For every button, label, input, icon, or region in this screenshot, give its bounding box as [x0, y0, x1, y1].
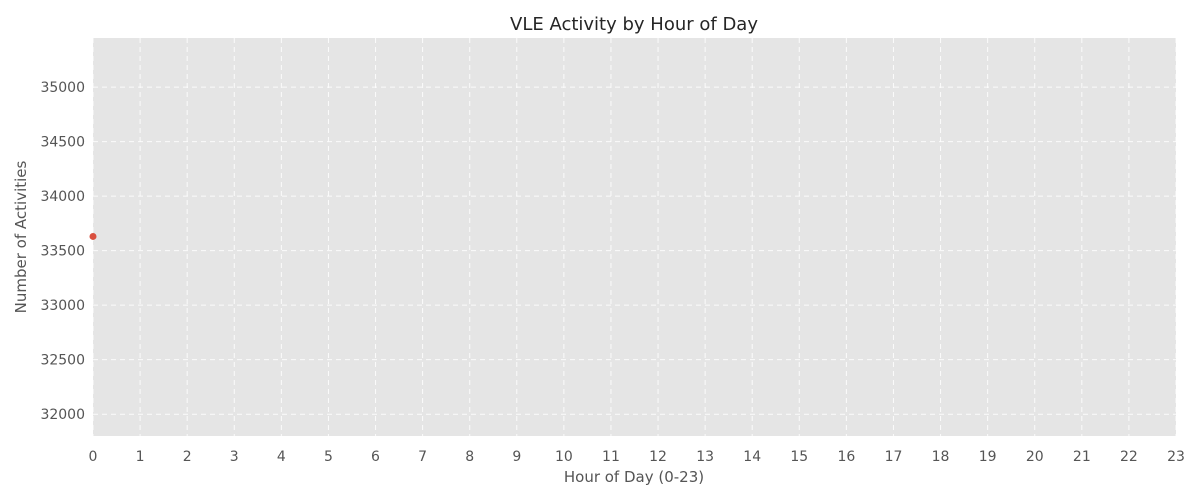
x-tick-label: 8: [465, 449, 474, 465]
x-tick-label: 16: [837, 449, 855, 465]
x-tick-label: 0: [89, 449, 98, 465]
horizontal-gridlines: [93, 86, 1176, 415]
y-axis-tick-labels: 32000 32500 33000 33500 34000 34500 35000: [40, 80, 85, 423]
x-tick-label: 13: [696, 449, 714, 465]
x-tick-label: 1: [136, 449, 145, 465]
y-tick-label: 33000: [40, 298, 85, 314]
y-tick-label: 33500: [40, 244, 85, 260]
x-tick-label: 20: [1026, 449, 1044, 465]
y-axis-label: Number of Activities: [12, 160, 30, 313]
x-axis-label: Hour of Day (0-23): [564, 468, 704, 486]
x-tick-label: 10: [555, 449, 573, 465]
x-tick-label: 12: [649, 449, 667, 465]
y-tick-label: 34000: [40, 189, 85, 205]
y-tick-label: 32000: [40, 407, 85, 423]
x-tick-label: 19: [979, 449, 997, 465]
x-tick-label: 4: [277, 449, 286, 465]
y-tick-label: 34500: [40, 135, 85, 151]
x-tick-label: 18: [932, 449, 950, 465]
x-tick-label: 23: [1167, 449, 1185, 465]
chart-title: VLE Activity by Hour of Day: [510, 14, 758, 35]
x-tick-label: 7: [418, 449, 427, 465]
series-layer: [89, 232, 97, 240]
x-tick-label: 9: [512, 449, 521, 465]
x-axis-tick-labels: 0 1 2 3 4 5 6 7 8 9 10 11 12 13 14 15 16 17 18 19 20 21 22 23: [89, 449, 1185, 465]
x-tick-label: 15: [790, 449, 808, 465]
y-tick-label: 35000: [40, 80, 85, 96]
vertical-gridlines: [92, 38, 1177, 436]
x-tick-label: 11: [602, 449, 620, 465]
x-tick-label: 2: [183, 449, 192, 465]
x-tick-label: 14: [743, 449, 761, 465]
x-tick-label: 5: [324, 449, 333, 465]
x-tick-label: 3: [230, 449, 239, 465]
x-tick-label: 6: [371, 449, 380, 465]
data-point-hour-0: [89, 232, 97, 240]
x-tick-label: 22: [1120, 449, 1138, 465]
y-tick-label: 32500: [40, 353, 85, 369]
x-tick-label: 21: [1073, 449, 1091, 465]
plot-background: [93, 38, 1176, 436]
x-tick-label: 17: [885, 449, 903, 465]
